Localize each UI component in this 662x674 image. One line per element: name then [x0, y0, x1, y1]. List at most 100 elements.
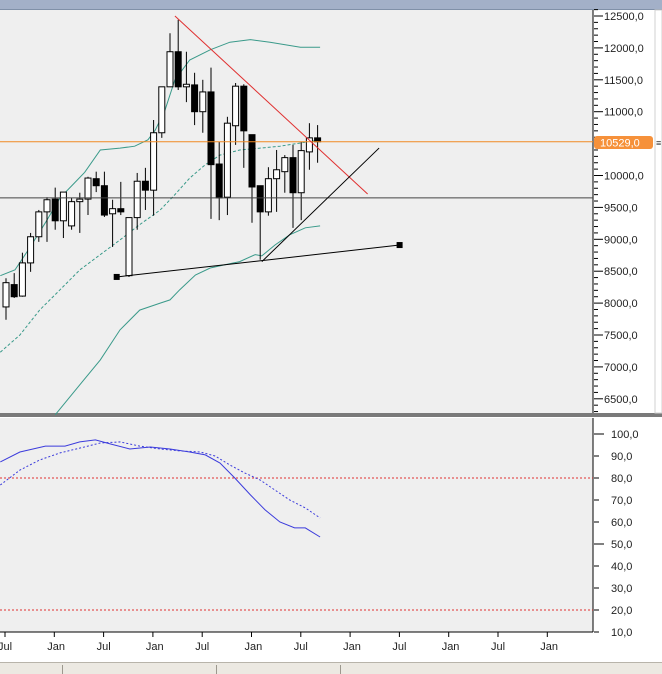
candle-body-up	[84, 177, 92, 200]
candle	[305, 123, 313, 170]
last-price-label: 10529,0	[600, 138, 640, 150]
candle-body-up	[166, 51, 174, 88]
oscillator-tick-label: 40,0	[611, 561, 632, 573]
candle-body-up	[273, 169, 281, 180]
candle	[158, 86, 166, 138]
trendline-support-short	[261, 147, 380, 262]
bottom-toolbar	[0, 662, 662, 674]
price-tick-label: 11000,0	[604, 107, 643, 119]
oscillator-solid-line	[0, 439, 321, 538]
candle	[141, 167, 149, 210]
price-tick-label: 12000,0	[604, 43, 644, 55]
x-tick-label: Jan	[245, 641, 263, 653]
candle-body-up	[43, 199, 51, 213]
candle-body-up	[125, 217, 133, 277]
pane-splitter[interactable]	[0, 413, 662, 417]
candle-body-down	[248, 134, 256, 188]
candle-body-up	[2, 282, 10, 308]
candle	[191, 72, 199, 126]
candle	[264, 167, 272, 216]
x-tick-label: Jul	[392, 641, 406, 653]
candle-body-down	[191, 84, 199, 113]
candle	[68, 197, 76, 230]
x-tick-label: Jan	[47, 641, 65, 653]
oscillator-tick-label: 30,0	[611, 583, 632, 595]
price-scrollbar[interactable]	[654, 9, 662, 414]
candle	[297, 141, 305, 221]
menu-handle-icon[interactable]: ≡	[656, 138, 661, 148]
candle	[150, 119, 158, 216]
price-tick-label: 7000,0	[604, 362, 638, 374]
candle	[27, 232, 35, 272]
oscillator-dashed-line	[0, 441, 321, 519]
candle	[125, 217, 133, 277]
x-tick-label: Jul	[0, 641, 12, 653]
candle-body-up	[18, 262, 26, 297]
candle	[133, 172, 141, 230]
candle	[43, 197, 51, 242]
candle-body-up	[133, 180, 141, 219]
price-tick-label: 6500,0	[604, 394, 638, 406]
candle-body-up	[297, 150, 305, 194]
x-tick-label: Jul	[97, 641, 111, 653]
oscillator-tick-label: 60,0	[611, 517, 632, 529]
candle	[182, 51, 190, 103]
candle	[76, 192, 84, 233]
candle	[2, 278, 10, 320]
oscillator-tick-label: 90,0	[611, 451, 632, 463]
candle	[117, 181, 125, 216]
candle-body-down	[51, 198, 59, 222]
price-tick-label: 9500,0	[604, 202, 638, 214]
candle-body-up	[150, 132, 158, 191]
candle	[109, 199, 117, 247]
toolbar-section[interactable]	[62, 665, 63, 674]
candle	[273, 149, 281, 212]
candle-body-down	[174, 51, 182, 88]
oscillator-tick-label: 20,0	[611, 605, 632, 617]
candle-body-down	[117, 208, 125, 213]
candle-body-up	[35, 211, 43, 238]
candle-body-down	[215, 163, 223, 199]
oscillator-tick-label: 80,0	[611, 473, 632, 485]
candle-body-up	[182, 83, 190, 88]
candle-body-down	[100, 185, 108, 216]
window-title-bar	[0, 0, 662, 10]
middle-band-line	[0, 139, 321, 353]
candle-body-up	[223, 122, 231, 198]
trendline-support-long	[116, 244, 400, 278]
toolbar-section[interactable]	[216, 665, 217, 674]
x-tick-label: Jan	[540, 641, 558, 653]
candle	[18, 252, 26, 297]
toolbar-section[interactable]	[340, 665, 341, 674]
price-tick-label: 9000,0	[604, 234, 638, 246]
candle	[232, 82, 240, 145]
candle	[289, 144, 297, 228]
price-tick-label: 11500,0	[604, 75, 643, 87]
oscillator-tick-label: 50,0	[611, 539, 632, 551]
candle-body-up	[305, 137, 313, 153]
price-tick-label: 10000,0	[604, 171, 644, 183]
candle	[92, 171, 100, 193]
candle	[199, 79, 207, 133]
candle	[240, 84, 248, 168]
candle-body-down	[314, 137, 322, 143]
x-tick-label: Jan	[146, 641, 164, 653]
candle-body-down	[256, 185, 264, 213]
candle-body-up	[76, 198, 84, 203]
trendline-resistance	[174, 15, 368, 195]
x-tick-label: Jul	[195, 641, 209, 653]
candle-body-up	[281, 157, 289, 173]
candle-body-down	[141, 180, 149, 191]
x-tick-label: Jan	[442, 641, 460, 653]
oscillator-tick-label: 70,0	[611, 495, 632, 507]
candle	[248, 134, 256, 223]
candle	[223, 116, 231, 216]
oscillator-pane-bg	[0, 418, 593, 632]
price-tick-label: 12500,0	[604, 11, 644, 23]
candle-body-up	[264, 178, 272, 213]
last-price-tag: 10529,0	[594, 136, 653, 150]
x-tick-label: Jul	[294, 641, 308, 653]
candle	[207, 67, 215, 219]
price-tick-label: 7500,0	[604, 330, 638, 342]
